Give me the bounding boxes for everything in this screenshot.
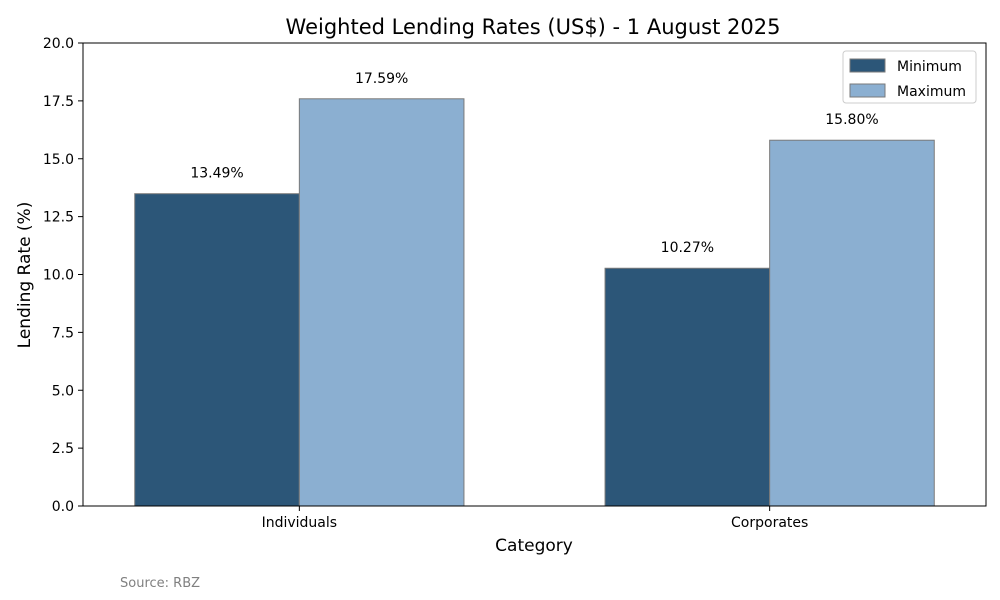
y-tick-label: 0.0 [52, 499, 74, 515]
y-tick-label: 17.5 [43, 94, 74, 110]
y-tick-label: 10.0 [43, 268, 74, 284]
bar-value-label: 17.59% [355, 71, 408, 87]
chart-title: Weighted Lending Rates (US$) - 1 August … [286, 15, 781, 39]
bar-value-label: 15.80% [825, 112, 878, 128]
source-note: Source: RBZ [120, 576, 200, 591]
legend-swatch-maximum [849, 83, 886, 98]
bar-minimum-individuals [134, 193, 300, 507]
legend-label-minimum: Minimum [897, 59, 962, 75]
bar-value-label: 13.49% [190, 166, 243, 182]
x-tick-label: Corporates [731, 515, 808, 531]
y-tick-label: 20.0 [43, 36, 74, 52]
bars-group [134, 98, 935, 507]
y-tick-label: 5.0 [52, 383, 74, 399]
y-axis: 0.0 2.5 5.0 7.5 10.0 12.5 15.0 17.5 20.0 [43, 36, 83, 515]
y-tick-label: 15.0 [43, 152, 74, 168]
bar-maximum-corporates [769, 139, 935, 507]
legend-label-maximum: Maximum [897, 84, 966, 100]
legend-swatch-minimum [849, 58, 886, 73]
bar-value-label: 10.27% [661, 240, 714, 256]
x-axis-label: Category [495, 536, 573, 556]
y-tick-label: 12.5 [43, 210, 74, 226]
x-axis: Individuals Corporates [262, 506, 808, 531]
x-tick-label: Individuals [262, 515, 337, 531]
legend: Minimum Maximum [842, 50, 977, 104]
bar-maximum-individuals [298, 98, 465, 507]
y-tick-label: 2.5 [52, 441, 74, 457]
y-axis-label: Lending Rate (%) [15, 202, 35, 349]
bar-minimum-corporates [604, 267, 771, 507]
bar-labels-group: 13.49% 10.27% 17.59% 15.80% [190, 71, 878, 256]
y-tick-label: 7.5 [52, 325, 74, 341]
